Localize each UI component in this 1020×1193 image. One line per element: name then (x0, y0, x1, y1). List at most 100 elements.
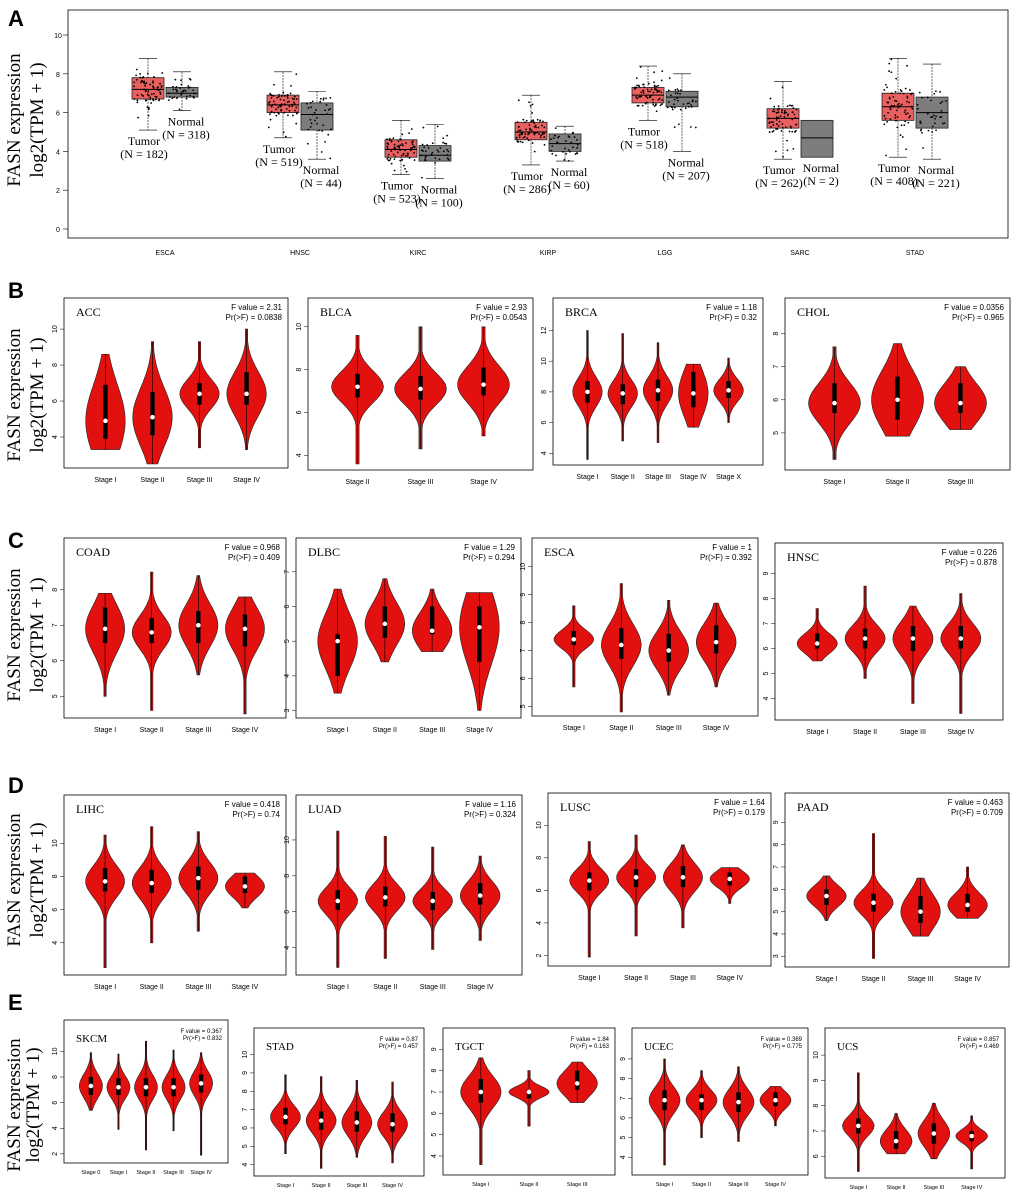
data-point (409, 147, 412, 150)
data-point (641, 104, 644, 107)
data-point (919, 122, 922, 124)
x-tick-label: Stage III (347, 1183, 368, 1189)
data-point (270, 97, 273, 99)
data-point (888, 70, 890, 72)
y-tick-label: 6 (52, 399, 59, 403)
data-point (934, 90, 937, 93)
violin-median-dot (862, 636, 868, 641)
sample-size-label: (N = 182) (120, 147, 167, 161)
f-value-label: F value = 0.369 (760, 1037, 802, 1043)
data-point (775, 123, 778, 125)
data-point (271, 103, 274, 106)
x-tick-label: Stage III (656, 725, 682, 732)
data-point (154, 95, 157, 98)
data-point (153, 92, 155, 95)
data-point (910, 93, 913, 96)
data-point (933, 92, 936, 95)
data-point (776, 127, 779, 130)
tumor-label: Tumor (878, 161, 910, 175)
f-value-label: F value = 0.968 (225, 543, 281, 552)
violin-median-dot (633, 875, 639, 880)
data-point (167, 92, 170, 95)
y-tick-label: 10 (541, 357, 548, 365)
p-value-label: Pr(>F) = 0.409 (228, 553, 281, 562)
data-point (146, 72, 149, 75)
data-point (656, 91, 659, 93)
data-point (321, 130, 323, 132)
x-tick-label: Stage III (420, 984, 446, 991)
data-point (669, 94, 672, 97)
data-point (673, 103, 675, 106)
data-point (152, 86, 155, 89)
data-point (885, 154, 888, 157)
y-tick-label: 9 (773, 820, 780, 824)
data-point (791, 111, 794, 114)
data-point (673, 98, 676, 101)
data-point (679, 92, 681, 95)
data-point (155, 88, 158, 91)
p-value-label: Pr(>F) = 0.163 (570, 1044, 610, 1050)
y-tick-label: 3 (773, 954, 780, 958)
sample-size-label: (N = 60) (548, 178, 589, 192)
data-point (553, 134, 556, 137)
data-point (445, 142, 448, 145)
data-point (446, 134, 449, 137)
data-point (886, 86, 888, 89)
data-point (390, 140, 393, 143)
y-tick-label: 7 (520, 648, 527, 652)
data-point (524, 133, 527, 136)
data-point (903, 111, 906, 114)
data-point (567, 135, 570, 138)
x-tick-label-A: HNSC (290, 250, 310, 257)
data-point (192, 89, 195, 92)
data-point (555, 142, 558, 144)
data-point (436, 149, 439, 152)
data-point (402, 152, 405, 155)
tumor-label: Tumor (628, 124, 660, 138)
y-tick-label: 5 (242, 1144, 249, 1148)
y-tick-label: 12 (541, 326, 548, 334)
violin-median-dot (526, 1089, 532, 1095)
data-point (650, 88, 653, 91)
data-point (399, 144, 402, 147)
x-tick-label: Stage II (609, 725, 633, 732)
data-point (572, 146, 574, 149)
data-point (528, 124, 531, 126)
data-point (147, 114, 150, 117)
data-point (311, 100, 314, 103)
violin-iqr-box (150, 392, 155, 436)
data-point (293, 98, 296, 101)
x-tick-label: Stage I (327, 984, 349, 991)
data-point (569, 150, 571, 153)
data-point (536, 118, 539, 121)
data-point (935, 129, 937, 132)
data-point (291, 114, 294, 117)
data-point (277, 106, 280, 109)
data-point (133, 98, 136, 101)
data-point (411, 141, 413, 144)
y-axis-label-line2: log2(TPM + 1) (27, 577, 48, 692)
x-tick-label: Stage IV (233, 477, 260, 484)
y-tick-label: 7 (773, 365, 780, 369)
data-point (638, 85, 641, 88)
data-point (543, 136, 546, 138)
data-point (932, 114, 935, 117)
y-tick-label: 6 (52, 908, 59, 912)
violin-median-dot (478, 1089, 484, 1095)
data-point (411, 146, 414, 149)
data-point (442, 137, 445, 140)
data-point (141, 80, 144, 83)
data-point (446, 154, 449, 156)
data-point (305, 102, 308, 105)
data-point (783, 112, 786, 115)
violin-median-dot (149, 630, 154, 635)
f-value-label: F value = 1.18 (706, 303, 757, 312)
data-point (387, 159, 390, 162)
data-point (522, 136, 525, 139)
x-tick-label: Stage II (861, 976, 885, 983)
data-point (151, 98, 154, 101)
plot-frame (547, 792, 772, 967)
data-point (142, 81, 145, 84)
data-point (327, 108, 330, 111)
